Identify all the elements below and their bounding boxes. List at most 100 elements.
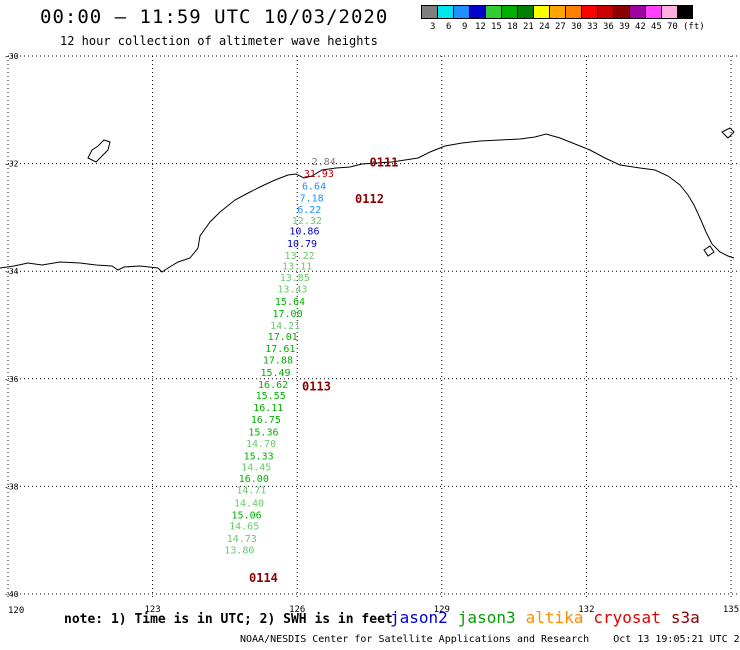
- satellite-legend: jason2 jason3 altika cryosat s3a: [390, 608, 710, 627]
- legend-label: 3: [430, 22, 436, 32]
- legend-swatch: [629, 5, 645, 19]
- pass-labels: 0111 0112 0113 0114: [249, 155, 398, 585]
- latitude-tick-label: -40: [4, 590, 19, 599]
- map-title: 00:00 – 11:59 UTC 10/03/2020: [40, 6, 389, 28]
- wave-height-value: 16.00: [239, 474, 269, 485]
- longitude-tick-label: 120: [8, 606, 24, 616]
- satellite-label-altika: altika: [525, 608, 584, 627]
- pass-id-label: 0114: [249, 571, 278, 585]
- legend-swatch: [677, 5, 693, 19]
- wave-height-value: 10.86: [289, 227, 319, 238]
- map-subtitle: 12 hour collection of altimeter wave hei…: [60, 34, 378, 48]
- legend-label: 15: [491, 22, 502, 32]
- satellite-label-jason2: jason2: [390, 608, 448, 627]
- latitude-labels: -30 -32 -34 -36 -38 -40: [4, 52, 19, 599]
- footer-credit-line: NOAA/NESDIS Center for Satellite Applica…: [240, 634, 740, 645]
- latitude-tick-label: -36: [4, 375, 19, 384]
- legend-label: 45: [651, 22, 662, 32]
- longitude-tick-label: 126: [289, 605, 305, 615]
- pass-id-label: 0112: [355, 192, 384, 206]
- legend-swatch: [501, 5, 517, 19]
- coast-fragment-east: [721, 127, 735, 139]
- wave-height-value: 2.84: [312, 157, 336, 168]
- wave-height-value: 15.06: [232, 511, 262, 522]
- wave-height-value: 16.75: [251, 415, 281, 426]
- wave-height-value: 12.32: [292, 216, 322, 227]
- legend-label: 70: [667, 22, 678, 32]
- legend-swatch: [613, 5, 629, 19]
- latitude-tick-label: -30: [4, 52, 19, 61]
- legend-label: 18: [507, 22, 518, 32]
- wave-height-value: 14.65: [229, 521, 259, 532]
- wave-height-value: 15.55: [256, 391, 286, 402]
- wave-height-value: 14.45: [241, 462, 271, 473]
- credit-text: NOAA/NESDIS Center for Satellite Applica…: [240, 634, 590, 645]
- legend-label: 30: [571, 22, 582, 32]
- longitude-tick-label: 135: [723, 605, 739, 615]
- legend-label: 27: [555, 22, 566, 32]
- wave-height-value: 14.70: [246, 439, 276, 450]
- legend-label: 6: [446, 22, 452, 32]
- legend-swatch: [645, 5, 661, 19]
- wave-height-value: 13.85: [280, 273, 310, 284]
- latitude-tick-label: -38: [4, 482, 19, 491]
- legend-label: 9: [462, 22, 468, 32]
- legend-label: 24: [539, 22, 550, 32]
- wave-height-value: 15.49: [260, 368, 290, 379]
- wave-height-value: 17.88: [263, 356, 293, 367]
- wave-height-value: 6.64: [302, 181, 326, 192]
- wave-height-value: 16.11: [253, 403, 283, 414]
- australia-coastline: [0, 133, 735, 273]
- latitude-tick-label: -32: [4, 160, 19, 169]
- legend-swatch: [565, 5, 581, 19]
- legend-label: 42: [635, 22, 646, 32]
- wave-height-value: 31.93: [304, 169, 334, 180]
- legend-swatch: [485, 5, 501, 19]
- wave-height-value: 14.73: [227, 534, 257, 545]
- legend-swatch: [661, 5, 677, 19]
- legend-swatch: [549, 5, 565, 19]
- wave-height-value: 16.62: [258, 380, 288, 391]
- legend-label: 12: [475, 22, 486, 32]
- legend-label: (ft): [683, 22, 705, 32]
- wave-height-value: 15.33: [244, 452, 274, 463]
- legend-label: 33: [587, 22, 598, 32]
- wave-height-value: 6.22: [297, 205, 321, 216]
- legend-swatch: [469, 5, 485, 19]
- legend-swatch: [581, 5, 597, 19]
- wave-height-value: 17.00: [273, 309, 303, 320]
- pass-id-label: 0111: [370, 155, 399, 169]
- wave-height-value: 13.80: [224, 546, 254, 557]
- legend-swatch: [533, 5, 549, 19]
- wave-height-value: 15.36: [248, 427, 278, 438]
- legend-swatch: [597, 5, 613, 19]
- wave-height-value: 15.64: [275, 297, 305, 308]
- wave-height-value: 17.01: [268, 332, 298, 343]
- island-outline: [87, 139, 111, 163]
- wave-height-observations: 2.8431.936.647.186.2212.3210.8610.7913.2…: [224, 157, 335, 556]
- legend-swatch: [437, 5, 453, 19]
- pass-id-label: 0113: [302, 380, 331, 394]
- legend-label: 39: [619, 22, 630, 32]
- wave-height-value: 10.79: [287, 239, 317, 250]
- graticule-grid: [7, 55, 738, 600]
- satellite-label-cryosat: cryosat: [593, 608, 661, 627]
- satellite-label-s3a: s3a: [670, 608, 700, 627]
- legend-label: 21: [523, 22, 534, 32]
- generated-timestamp: Oct 13 19:05:21 UTC 2020: [613, 634, 740, 645]
- longitude-tick-label: 132: [578, 605, 594, 615]
- wave-height-value: 14.21: [270, 321, 300, 332]
- latitude-tick-label: -34: [4, 267, 19, 276]
- satellite-label-jason3: jason3: [457, 608, 516, 627]
- legend-swatch: [421, 5, 437, 19]
- coast-fragment-southeast: [703, 245, 715, 257]
- footer-note: note: 1) Time is in UTC; 2) SWH is in fe…: [64, 612, 393, 627]
- wave-height-value: 14.40: [234, 498, 264, 509]
- longitude-labels: 120 123 126 129 132 135: [8, 605, 739, 616]
- color-scale-legend: [421, 5, 693, 19]
- legend-swatch: [517, 5, 533, 19]
- wave-height-value: 14.71: [236, 485, 266, 496]
- legend-label: 36: [603, 22, 614, 32]
- wave-height-value: 13.43: [277, 285, 307, 296]
